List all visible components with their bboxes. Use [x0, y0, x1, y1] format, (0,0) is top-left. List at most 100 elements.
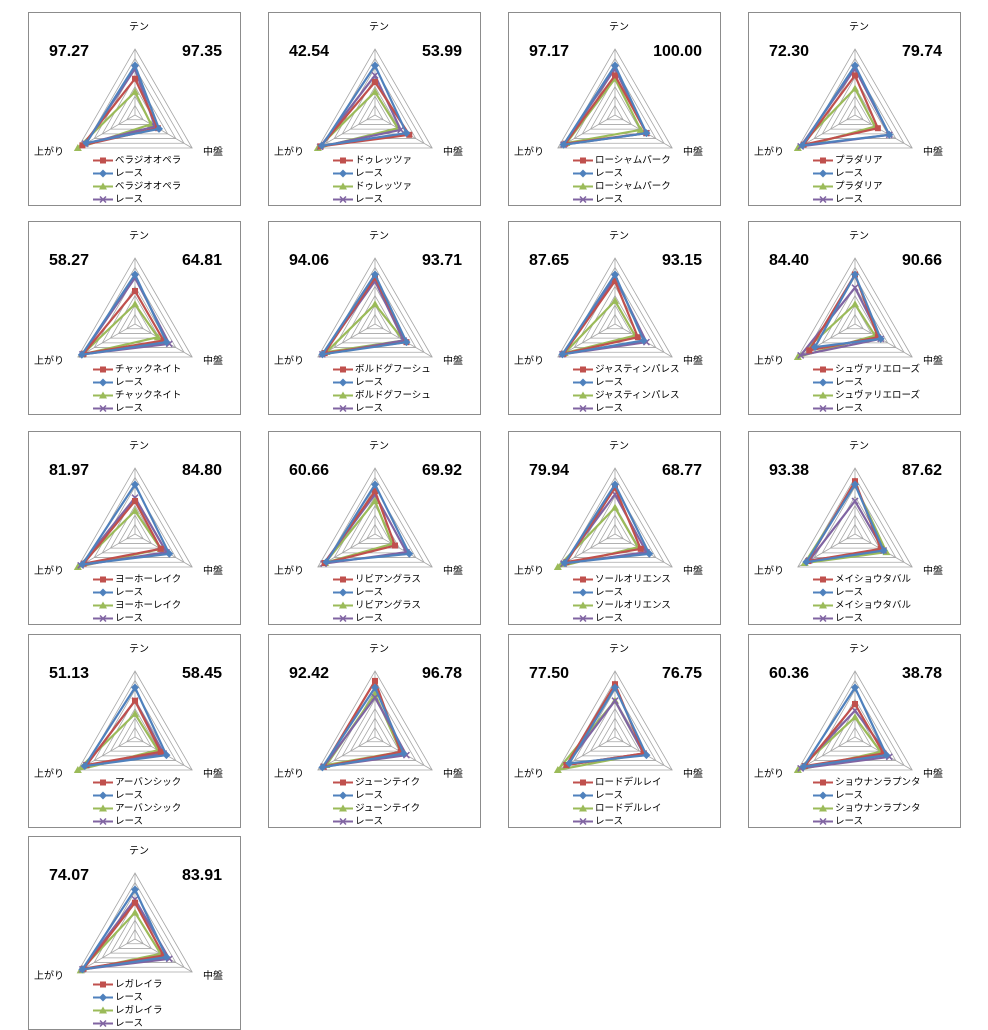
chart-legend: メイショウタバル レース メイショウタバル レース — [813, 573, 911, 625]
legend-marker-icon — [573, 391, 593, 399]
chart-legend: チャックネイト レース チャックネイト レース — [93, 363, 181, 415]
radar-series-line — [78, 302, 160, 357]
legend-item: レース — [93, 193, 181, 206]
legend-item: レース — [93, 167, 181, 180]
axis-label-ten: テン — [129, 441, 149, 452]
axis-label-chuban: 中盤 — [443, 769, 463, 780]
radar-series-line — [562, 482, 651, 565]
radar-series-line — [320, 685, 406, 769]
radar-series-point — [851, 84, 859, 92]
radar-series-line — [564, 485, 643, 564]
radar-series-point — [160, 337, 167, 344]
radar-series-line — [319, 63, 409, 148]
axis-label-ten: テン — [129, 231, 149, 242]
radar-grid-ring — [317, 257, 433, 358]
legend-item: ジューンテイク — [333, 776, 420, 789]
radar-grid-ring — [565, 476, 665, 563]
legend-item: メイショウタバル — [813, 599, 911, 612]
radar-series-point — [131, 300, 139, 308]
axis-label-agari: 上がり — [34, 971, 64, 982]
legend-marker-icon — [813, 614, 833, 623]
legend-item: ドゥレッツァ — [333, 180, 412, 193]
legend-item: レース — [813, 789, 921, 802]
radar-series-point — [880, 750, 887, 757]
radar-series-point — [558, 350, 567, 359]
radar-series-point — [371, 693, 379, 701]
radar-series-point — [82, 139, 91, 148]
legend-item: アーバンシック — [93, 776, 181, 789]
radar-axis-spoke — [797, 114, 856, 149]
radar-grid-ring — [77, 872, 193, 973]
radar-grid-ring — [805, 266, 905, 353]
radar-series-point — [157, 545, 164, 552]
legend-label: ショウナンラプンタ — [835, 777, 921, 788]
legend-item: レース — [93, 789, 181, 802]
left-value-label: 92.42 — [289, 665, 330, 682]
radar-grid-ring — [797, 670, 913, 771]
radar-chart-panel: テン 中盤 上がり 97.27 97.35 ベラジオオペラ レース ベラジオオペラ レース — [28, 12, 241, 206]
radar-axis-spoke — [77, 938, 136, 973]
chart-legend: ヨーホーレイク レース ヨーホーレイク レース — [93, 573, 181, 625]
radar-grid-ring — [829, 85, 881, 130]
axis-label-ten: テン — [609, 644, 629, 655]
radar-grid-ring — [589, 85, 641, 130]
legend-marker-icon — [333, 804, 353, 812]
right-value-label: 68.77 — [661, 462, 702, 479]
legend-marker-icon — [813, 378, 833, 387]
radar-series-point — [640, 750, 647, 757]
radar-chart-svg — [76, 872, 193, 974]
legend-label: レース — [355, 816, 384, 827]
legend-item: レース — [813, 612, 911, 625]
chart-legend: ボルドグフーシュ レース ボルドグフーシュ レース — [333, 363, 431, 415]
left-value-label: 93.38 — [769, 462, 810, 479]
radar-series-point — [371, 270, 379, 279]
radar-series-point — [852, 701, 858, 707]
radar-grid-ring — [597, 717, 633, 747]
legend-marker-icon — [813, 817, 833, 826]
legend-item: レース — [573, 402, 679, 415]
legend-item: レース — [333, 612, 421, 625]
radar-series-line — [324, 482, 411, 564]
legend-item: リビアングラス — [333, 599, 421, 612]
radar-axis-spoke — [854, 323, 913, 358]
legend-item: ソールオリエンス — [573, 599, 671, 612]
left-value-label: 51.13 — [49, 665, 90, 682]
radar-chart-panel: テン 中盤 上がり 42.54 53.99 ドゥレッツァ レース ドゥレッツァ レース — [268, 12, 481, 206]
legend-item: レース — [573, 193, 671, 206]
legend-marker-icon — [93, 169, 113, 178]
radar-series-point — [879, 546, 888, 555]
legend-label: レース — [355, 790, 384, 801]
radar-series-line — [79, 272, 169, 357]
radar-series-point — [876, 334, 885, 343]
chart-legend: アーバンシック レース アーバンシック レース — [93, 776, 181, 828]
radar-series-point — [611, 480, 619, 489]
legend-label: レース — [355, 587, 384, 598]
radar-series-point — [162, 953, 171, 962]
legend-label: メイショウタバル — [835, 600, 912, 611]
radar-series-point — [371, 71, 379, 79]
chart-legend: リビアングラス レース リビアングラス レース — [333, 573, 421, 625]
left-value-label: 74.07 — [49, 867, 90, 884]
radar-chart-panel: テン 中盤 上がり 60.36 38.78 ショウナンラプンタ レース ショウナンラプンタ レー… — [748, 634, 961, 828]
radar-grid-ring — [805, 679, 905, 766]
radar-series-point — [162, 751, 171, 760]
radar-series-point — [317, 141, 326, 150]
legend-item: ベラジオオペラ — [93, 154, 181, 167]
radar-series-point — [793, 766, 802, 773]
legend-item: レース — [573, 586, 671, 599]
radar-grid-ring — [589, 707, 641, 752]
legend-item: メイショウタバル — [813, 573, 911, 586]
legend-item: レース — [93, 815, 181, 828]
right-value-label: 58.45 — [181, 665, 222, 682]
radar-grid-ring — [77, 48, 193, 149]
radar-series-line — [80, 289, 166, 356]
legend-marker-icon — [93, 791, 113, 800]
chart-legend: ソールオリエンス レース ソールオリエンス レース — [573, 573, 671, 625]
legend-marker-icon — [573, 378, 593, 387]
axis-label-chuban: 中盤 — [683, 566, 703, 577]
axis-label-agari: 上がり — [274, 147, 304, 158]
radar-grid-ring — [77, 257, 193, 358]
radar-chart-panel: テン 中盤 上がり 93.38 87.62 メイショウタバル レース メイショウタバル レース — [748, 431, 961, 625]
right-value-label: 83.91 — [181, 867, 222, 884]
legend-label: シュヴァリエローズ — [835, 390, 921, 401]
